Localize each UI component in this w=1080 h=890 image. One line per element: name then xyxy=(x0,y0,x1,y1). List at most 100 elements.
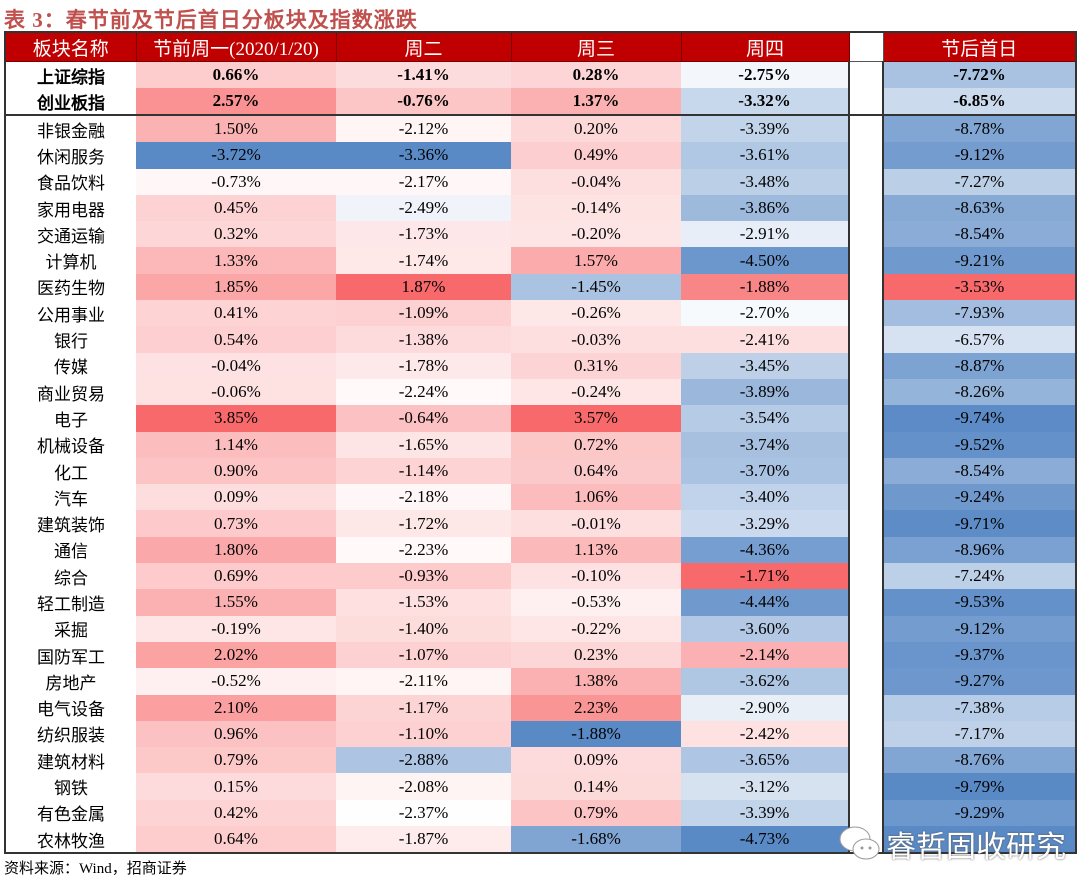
value-cell: 1.80% xyxy=(136,536,336,564)
value-cell: -8.54% xyxy=(882,457,1076,485)
table-row: 有色金属 0.42% -2.37% 0.79% -3.39% -9.29% xyxy=(5,799,1076,827)
value-cell: -2.14% xyxy=(681,641,850,669)
value-cell: -9.24% xyxy=(882,484,1076,511)
value-cell: -3.40% xyxy=(681,484,850,511)
value-cell: 0.66% xyxy=(136,61,336,88)
table-row: 机械设备 1.14% -1.65% 0.72% -3.74% -9.52% xyxy=(5,431,1076,458)
value-cell: 0.41% xyxy=(136,300,336,327)
value-cell: 2.10% xyxy=(136,694,336,721)
value-cell: 0.72% xyxy=(511,431,681,458)
value-cell: -6.85% xyxy=(882,88,1076,115)
value-cell: -1.65% xyxy=(336,431,511,458)
value-cell: -2.17% xyxy=(336,168,511,195)
gap-cell xyxy=(849,273,883,301)
value-cell: 0.14% xyxy=(511,773,681,800)
sector-name: 交通运输 xyxy=(37,226,105,246)
gap-cell xyxy=(849,142,883,169)
sector-name: 钢铁 xyxy=(54,779,88,799)
value-cell: 2.23% xyxy=(511,694,681,721)
gap-cell xyxy=(849,589,883,616)
gap-cell xyxy=(849,773,883,800)
value-cell: -1.87% xyxy=(336,826,511,854)
value-cell: -1.45% xyxy=(511,273,681,301)
sector-name: 纺织服装 xyxy=(37,726,105,746)
value-cell: -4.73% xyxy=(681,826,850,854)
table-title: 表 3：春节前及节后首日分板块及指数涨跌 xyxy=(4,8,418,32)
table-row: 化工 0.90% -1.14% 0.64% -3.70% -8.54% xyxy=(5,457,1076,485)
value-cell: -2.91% xyxy=(681,221,850,248)
value-cell: -1.71% xyxy=(681,563,850,590)
value-cell: -9.12% xyxy=(882,615,1076,642)
value-cell: -0.24% xyxy=(511,378,681,406)
table-row: 家用电器 0.45% -2.49% -0.14% -3.86% -8.63% xyxy=(5,194,1076,222)
value-cell: -2.08% xyxy=(336,773,511,800)
gap-cell xyxy=(849,720,883,748)
table-row: 通信 1.80% -2.23% 1.13% -4.36% -8.96% xyxy=(5,536,1076,564)
table-row: 传媒 -0.04% -1.78% 0.31% -3.45% -8.87% xyxy=(5,352,1076,379)
value-cell: -0.04% xyxy=(511,168,681,195)
value-cell: -1.53% xyxy=(336,589,511,616)
gap-cell xyxy=(849,194,883,222)
sector-name: 化工 xyxy=(54,463,88,483)
value-cell: -3.54% xyxy=(681,405,850,432)
value-cell: -0.19% xyxy=(136,615,336,642)
gap-cell xyxy=(849,352,883,379)
gap-cell xyxy=(849,88,883,115)
value-cell: -1.74% xyxy=(336,247,511,274)
gap-cell xyxy=(849,247,883,274)
value-cell: -1.68% xyxy=(511,826,681,854)
gap-cell xyxy=(849,431,883,458)
column-header: 周四 xyxy=(680,31,850,62)
table-row: 计算机 1.33% -1.74% 1.57% -4.50% -9.21% xyxy=(5,247,1076,274)
value-cell: -0.76% xyxy=(336,88,511,115)
value-cell: -1.09% xyxy=(336,300,511,327)
value-cell: -2.37% xyxy=(336,799,511,827)
value-cell: -4.50% xyxy=(681,247,850,274)
sector-name: 国防军工 xyxy=(37,647,105,667)
value-cell: 0.23% xyxy=(511,641,681,669)
value-cell: 2.57% xyxy=(136,88,336,115)
value-cell: -9.79% xyxy=(882,773,1076,800)
gap-cell xyxy=(849,378,883,406)
value-cell: -3.72% xyxy=(136,142,336,169)
value-cell: -3.48% xyxy=(681,168,850,195)
table-row: 轻工制造 1.55% -1.53% -0.53% -4.44% -9.53% xyxy=(5,589,1076,616)
value-cell: 1.37% xyxy=(511,88,681,115)
value-cell: -9.52% xyxy=(882,431,1076,458)
value-cell: -3.39% xyxy=(681,799,850,827)
value-cell: 0.73% xyxy=(136,510,336,537)
value-cell: -8.78% xyxy=(882,116,1076,143)
value-cell: -3.62% xyxy=(681,668,850,695)
gap-cell xyxy=(849,405,883,432)
value-cell: 0.90% xyxy=(136,457,336,485)
gap-cell xyxy=(849,694,883,721)
value-cell: 0.09% xyxy=(136,484,336,511)
value-cell: -1.41% xyxy=(336,61,511,88)
value-cell: -3.45% xyxy=(681,352,850,379)
value-cell: -2.70% xyxy=(681,300,850,327)
value-cell: 1.55% xyxy=(136,589,336,616)
value-cell: -8.26% xyxy=(882,378,1076,406)
value-cell: -3.60% xyxy=(681,615,850,642)
gap-cell xyxy=(849,221,883,248)
table-row: 非银金融 1.50% -2.12% 0.20% -3.39% -8.78% xyxy=(5,116,1076,143)
gap-cell xyxy=(849,484,883,511)
value-cell: -0.04% xyxy=(136,352,336,379)
value-cell: 0.49% xyxy=(511,142,681,169)
source-note: 资料来源：Wind，招商证券 xyxy=(4,861,187,877)
sector-name: 创业板指 xyxy=(37,93,105,113)
value-cell: -9.29% xyxy=(882,799,1076,827)
value-cell: 1.57% xyxy=(511,247,681,274)
value-cell: -9.21% xyxy=(882,247,1076,274)
value-cell: 1.14% xyxy=(136,431,336,458)
value-cell: 0.09% xyxy=(511,747,681,774)
value-cell: -1.88% xyxy=(511,720,681,748)
gap-cell xyxy=(849,116,883,143)
gap-cell xyxy=(849,510,883,537)
value-cell: -3.29% xyxy=(681,510,850,537)
table-row: 休闲服务 -3.72% -3.36% 0.49% -3.61% -9.12% xyxy=(5,142,1076,169)
value-cell: -2.88% xyxy=(336,747,511,774)
value-cell: 0.96% xyxy=(136,720,336,748)
value-cell: -4.36% xyxy=(681,536,850,564)
gap-cell xyxy=(849,61,883,88)
